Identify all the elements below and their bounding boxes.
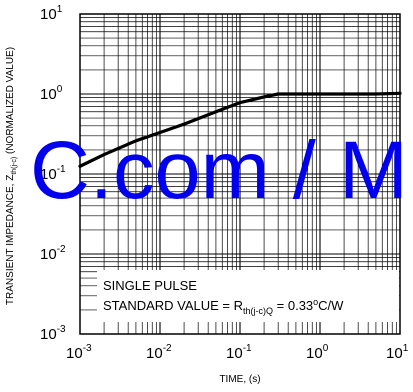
x-tick-exponent: 0 bbox=[323, 343, 329, 354]
annotation-value: = 0.33 bbox=[273, 298, 313, 313]
y-tick-label: 10-2 bbox=[40, 244, 66, 263]
y-tick-base: 10 bbox=[40, 166, 57, 183]
x-tick-label: 10-2 bbox=[146, 343, 172, 362]
x-axis-title: TIME, (s) bbox=[219, 374, 260, 385]
x-tick-base: 10 bbox=[226, 345, 243, 362]
y-axis-title: TRANSIENT IMPEDANCE, Zth(j-c) (NORMALIZE… bbox=[5, 47, 18, 305]
annotation-background bbox=[97, 270, 399, 322]
y-axis-title-suffix: (NORMALIZED VALUE) bbox=[5, 47, 16, 157]
plot-frame bbox=[79, 13, 401, 335]
y-tick-label: 10-3 bbox=[40, 324, 66, 343]
annotation-rth-subscript: th(j-c)Q bbox=[243, 306, 273, 316]
annotation-degree-sup: o bbox=[313, 297, 318, 307]
annotation-box: SINGLE PULSE STANDARD VALUE = Rth(j-c)Q … bbox=[97, 270, 399, 322]
annotation-single-pulse: SINGLE PULSE bbox=[103, 278, 197, 293]
x-tick-exponent: -2 bbox=[163, 343, 172, 354]
x-tick-label: 101 bbox=[386, 343, 409, 362]
x-tick-label: 100 bbox=[306, 343, 329, 362]
y-axis-title-prefix: TRANSIENT IMPEDANCE, Z bbox=[5, 175, 16, 305]
y-axis-title-subscript: th(j-c) bbox=[11, 157, 18, 175]
x-tick-labels: 10-3 10-2 10-1 100 101 bbox=[66, 343, 409, 362]
x-tick-exponent: -1 bbox=[243, 343, 252, 354]
x-tick-exponent: 1 bbox=[403, 343, 409, 354]
y-tick-label: 101 bbox=[40, 4, 63, 23]
x-tick-base: 10 bbox=[386, 345, 403, 362]
y-tick-exponent: 1 bbox=[57, 4, 63, 15]
y-tick-base: 10 bbox=[40, 86, 57, 103]
annotation-standard-value: STANDARD VALUE = Rth(j-c)Q = 0.33oC/W bbox=[103, 297, 344, 316]
y-tick-label: 100 bbox=[40, 84, 63, 103]
y-tick-exponent: -3 bbox=[57, 324, 66, 335]
x-tick-label: 10-3 bbox=[66, 343, 92, 362]
watermark-text: C.com / M bbox=[30, 125, 408, 216]
x-tick-base: 10 bbox=[306, 345, 323, 362]
series-line bbox=[78, 91, 402, 168]
annotation-standard-value-prefix: STANDARD VALUE = R bbox=[103, 298, 243, 313]
series-group bbox=[78, 91, 402, 168]
y-tick-base: 10 bbox=[40, 246, 57, 263]
y-tick-exponent: -1 bbox=[57, 164, 66, 175]
x-tick-base: 10 bbox=[146, 345, 163, 362]
annotation-unit: C/W bbox=[318, 298, 344, 313]
y-tick-exponent: -2 bbox=[57, 244, 66, 255]
x-tick-exponent: -3 bbox=[83, 343, 92, 354]
y-tick-base: 10 bbox=[40, 6, 57, 23]
x-tick-label: 10-1 bbox=[226, 343, 252, 362]
y-tick-exponent: 0 bbox=[57, 84, 63, 95]
x-tick-base: 10 bbox=[66, 345, 83, 362]
y-tick-label: 10-1 bbox=[40, 164, 66, 183]
y-tick-base: 10 bbox=[40, 326, 57, 343]
